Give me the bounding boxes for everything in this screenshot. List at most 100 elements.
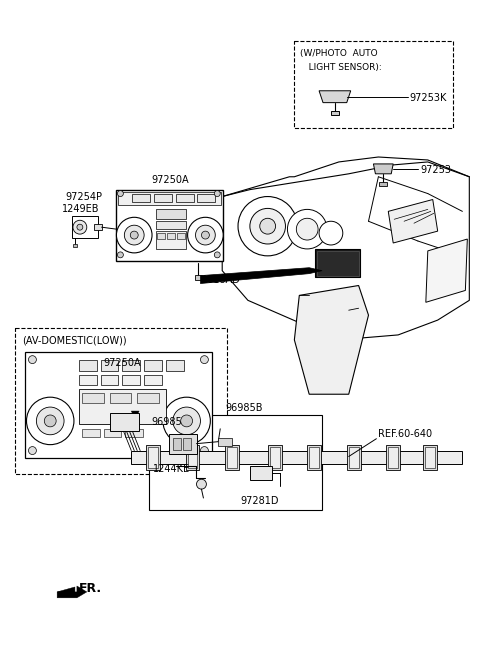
Circle shape: [238, 197, 297, 256]
Text: 1018AD: 1018AD: [203, 275, 241, 285]
Bar: [79, 389, 166, 424]
Bar: [194, 275, 203, 279]
Circle shape: [28, 356, 36, 363]
Bar: [144, 359, 162, 371]
Bar: [131, 451, 462, 464]
Circle shape: [250, 209, 286, 244]
Circle shape: [260, 218, 276, 234]
Circle shape: [28, 447, 36, 455]
Text: 97250A: 97250A: [104, 358, 141, 367]
Circle shape: [201, 356, 208, 363]
Circle shape: [173, 407, 201, 435]
Polygon shape: [319, 91, 351, 102]
Bar: [137, 393, 159, 403]
Bar: [379, 182, 387, 186]
Bar: [79, 375, 96, 385]
Circle shape: [296, 218, 318, 240]
Bar: [117, 190, 223, 261]
Bar: [156, 231, 186, 249]
Circle shape: [44, 415, 56, 427]
Bar: [122, 375, 140, 385]
Bar: [315, 249, 360, 277]
Circle shape: [214, 191, 220, 197]
Circle shape: [202, 231, 209, 239]
Text: LIGHT SENSOR):: LIGHT SENSOR):: [300, 63, 382, 72]
Polygon shape: [131, 411, 139, 419]
Bar: [186, 445, 200, 470]
Bar: [72, 216, 97, 238]
Bar: [425, 447, 435, 468]
Text: 96985B: 96985B: [225, 403, 263, 413]
Text: REF.60-640: REF.60-640: [378, 429, 432, 439]
Polygon shape: [294, 285, 369, 394]
Bar: [101, 375, 119, 385]
Bar: [331, 111, 339, 115]
Circle shape: [36, 407, 64, 435]
Text: FR.: FR.: [79, 583, 102, 596]
Bar: [227, 447, 237, 468]
Circle shape: [201, 447, 208, 455]
Bar: [176, 194, 193, 203]
Bar: [188, 447, 197, 468]
Bar: [148, 447, 158, 468]
Bar: [156, 209, 186, 219]
Bar: [82, 429, 100, 437]
Polygon shape: [57, 587, 75, 597]
Circle shape: [163, 397, 210, 445]
Circle shape: [288, 209, 327, 249]
Bar: [268, 445, 281, 470]
Bar: [388, 447, 398, 468]
Bar: [119, 192, 221, 205]
Circle shape: [214, 252, 220, 258]
Bar: [24, 352, 212, 459]
Text: 97281D: 97281D: [240, 496, 278, 506]
Circle shape: [118, 191, 123, 197]
Bar: [144, 375, 162, 385]
Bar: [225, 445, 239, 470]
Circle shape: [319, 221, 343, 245]
Bar: [132, 194, 150, 203]
Bar: [309, 447, 319, 468]
Bar: [177, 233, 185, 239]
Bar: [94, 224, 102, 230]
Bar: [146, 445, 160, 470]
Text: 1249EB: 1249EB: [62, 204, 99, 215]
Text: 1244KE: 1244KE: [153, 464, 190, 474]
Bar: [197, 194, 216, 203]
Circle shape: [130, 231, 138, 239]
Bar: [317, 251, 359, 276]
Circle shape: [180, 415, 192, 427]
Circle shape: [73, 220, 87, 234]
Circle shape: [117, 217, 152, 253]
Bar: [166, 359, 184, 371]
Bar: [157, 233, 165, 239]
Text: 96985: 96985: [151, 417, 182, 427]
Bar: [183, 438, 191, 449]
Text: 97250A: 97250A: [151, 174, 189, 185]
Circle shape: [118, 252, 123, 258]
Bar: [349, 447, 359, 468]
Bar: [423, 445, 437, 470]
Circle shape: [77, 224, 83, 230]
Polygon shape: [373, 164, 393, 174]
Polygon shape: [57, 586, 87, 598]
Circle shape: [196, 480, 206, 489]
Text: (W/PHOTO  AUTO: (W/PHOTO AUTO: [300, 49, 378, 58]
Bar: [156, 221, 186, 229]
Bar: [149, 415, 322, 510]
Bar: [104, 429, 121, 437]
Circle shape: [124, 225, 144, 245]
Bar: [270, 447, 279, 468]
Bar: [167, 233, 175, 239]
Bar: [109, 413, 139, 431]
Bar: [294, 41, 453, 129]
Bar: [386, 445, 400, 470]
Bar: [79, 359, 96, 371]
Polygon shape: [222, 157, 469, 340]
Circle shape: [195, 225, 216, 245]
Bar: [173, 438, 180, 449]
Polygon shape: [426, 239, 468, 302]
Polygon shape: [201, 268, 322, 283]
Bar: [14, 328, 227, 474]
Bar: [169, 434, 196, 453]
